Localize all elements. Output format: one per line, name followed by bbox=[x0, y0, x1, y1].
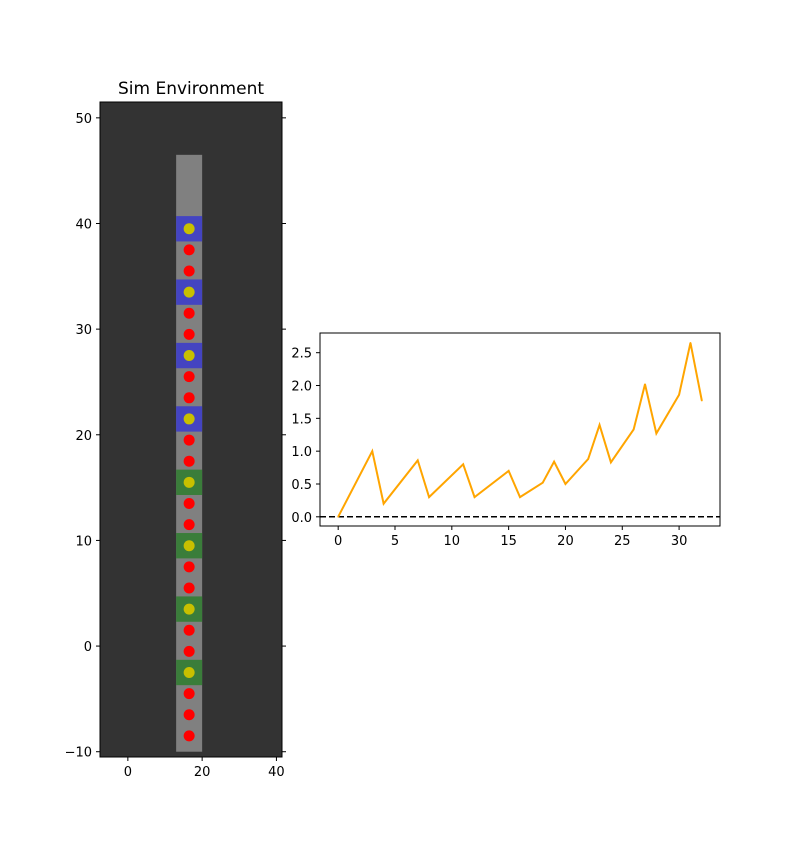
red-point bbox=[183, 455, 195, 467]
data-point bbox=[416, 459, 419, 462]
red-point bbox=[183, 392, 195, 404]
yellow-point bbox=[183, 603, 195, 615]
red-point bbox=[183, 244, 195, 256]
data-point bbox=[519, 496, 521, 498]
y-tick-label: −10 bbox=[65, 746, 92, 761]
y-tick-label: 2.5 bbox=[291, 347, 312, 362]
red-point bbox=[183, 561, 195, 573]
x-tick-label: 20 bbox=[194, 765, 211, 780]
red-point bbox=[183, 497, 195, 509]
series-line bbox=[337, 342, 703, 518]
data-point bbox=[337, 516, 339, 518]
sim-marks bbox=[176, 154, 203, 752]
red-point bbox=[183, 645, 195, 657]
sim-plot-frame bbox=[99, 101, 283, 758]
data-point bbox=[382, 502, 385, 505]
yellow-point bbox=[183, 286, 195, 298]
data-point bbox=[462, 463, 464, 466]
data-point bbox=[598, 424, 601, 426]
y-tick-label: 30 bbox=[75, 323, 92, 338]
data-point bbox=[371, 450, 374, 452]
red-point bbox=[183, 624, 195, 636]
x-tick-label: 10 bbox=[444, 534, 461, 549]
line-x-axis: 0 5 10 15 20 25 30 bbox=[334, 526, 687, 549]
data-point bbox=[473, 496, 476, 498]
red-point bbox=[183, 434, 195, 446]
y-tick-label: 40 bbox=[75, 217, 92, 232]
red-point bbox=[183, 265, 195, 277]
sim-environment-chart: Sim Environment 0 20 40 −10 0 10 20 30 40 50 bbox=[65, 79, 286, 780]
x-tick-label: 5 bbox=[391, 534, 399, 549]
x-tick-label: 40 bbox=[268, 765, 285, 780]
yellow-point bbox=[183, 413, 195, 425]
line-y-axis: 0.0 0.5 1.0 1.5 2.0 2.5 bbox=[291, 347, 320, 526]
yellow-point bbox=[183, 666, 195, 678]
data-point bbox=[564, 483, 567, 485]
data-point bbox=[678, 393, 680, 396]
data-point bbox=[553, 460, 555, 463]
y-tick-label: 0 bbox=[84, 640, 92, 655]
sim-environment-title: Sim Environment bbox=[118, 79, 264, 99]
yellow-point bbox=[183, 476, 195, 488]
red-point bbox=[183, 688, 195, 700]
data-point bbox=[507, 470, 510, 472]
data-point bbox=[587, 458, 589, 460]
data-point bbox=[632, 428, 635, 431]
yellow-point bbox=[183, 350, 195, 362]
data-point bbox=[610, 461, 612, 464]
y-tick-label: 50 bbox=[75, 112, 92, 127]
red-point bbox=[183, 371, 195, 383]
line-chart: 0 5 10 15 20 25 30 0.0 0.5 1.0 1.5 2.0 2.5 bbox=[291, 332, 721, 549]
sim-x-axis: 0 20 40 bbox=[124, 757, 285, 780]
yellow-point bbox=[183, 223, 195, 235]
data-point bbox=[428, 496, 430, 498]
line-plot-frame bbox=[319, 332, 721, 527]
data-point bbox=[701, 399, 703, 402]
x-tick-label: 25 bbox=[614, 534, 631, 549]
yellow-point bbox=[183, 540, 195, 552]
red-point bbox=[183, 582, 195, 594]
x-tick-label: 15 bbox=[500, 534, 517, 549]
x-tick-label: 30 bbox=[671, 534, 688, 549]
y-tick-label: 0.5 bbox=[291, 478, 312, 493]
red-point bbox=[183, 307, 195, 319]
sim-y-axis: −10 0 10 20 30 40 50 bbox=[65, 112, 286, 761]
y-tick-label: 1.0 bbox=[291, 445, 312, 460]
y-tick-label: 2.0 bbox=[291, 380, 312, 395]
y-tick-label: 1.5 bbox=[291, 412, 312, 427]
x-tick-label: 0 bbox=[334, 534, 342, 549]
red-point bbox=[183, 328, 195, 340]
data-point bbox=[689, 342, 692, 344]
y-tick-label: 10 bbox=[75, 534, 92, 549]
data-point bbox=[644, 383, 646, 386]
y-tick-label: 0.0 bbox=[291, 511, 312, 526]
red-point bbox=[183, 519, 195, 531]
x-tick-label: 0 bbox=[124, 765, 132, 780]
x-tick-label: 20 bbox=[557, 534, 574, 549]
line-marks bbox=[320, 342, 720, 518]
data-point bbox=[655, 432, 658, 435]
y-tick-label: 20 bbox=[75, 429, 92, 444]
red-point bbox=[183, 730, 195, 742]
red-point bbox=[183, 709, 195, 721]
data-point bbox=[541, 481, 544, 484]
